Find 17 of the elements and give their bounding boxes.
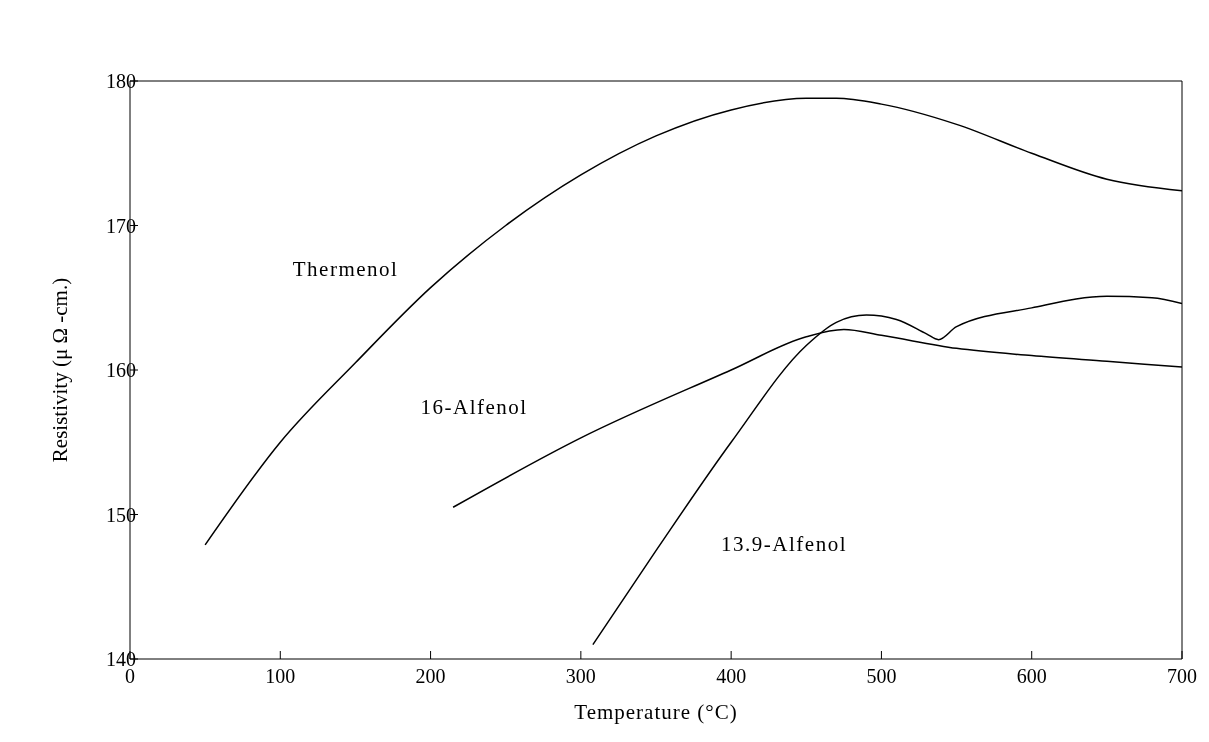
x-tick-label: 500 — [866, 665, 897, 688]
series-label: 16-Alfenol — [420, 394, 528, 419]
y-axis-title: Resistivity (μ Ω -cm.) — [48, 277, 73, 463]
y-tick-label: 150 — [106, 503, 136, 526]
x-tick-label: 700 — [1167, 665, 1197, 688]
y-tick-label: 170 — [106, 214, 136, 237]
x-tick-label: 400 — [716, 665, 747, 688]
series-label: Thermenol — [292, 257, 399, 282]
x-tick-label: 600 — [1016, 665, 1047, 688]
x-tick-label: 0 — [125, 665, 135, 688]
x-axis-title: Temperature (°C) — [574, 700, 738, 724]
text: 13.9-Alfenol — [721, 531, 848, 556]
x-tick-label: 300 — [565, 665, 596, 688]
y-tick-label: 180 — [106, 70, 136, 93]
y-tick-label: 160 — [106, 359, 136, 382]
x-tick-label: 200 — [415, 665, 446, 688]
x-tick-label: 100 — [265, 665, 296, 688]
